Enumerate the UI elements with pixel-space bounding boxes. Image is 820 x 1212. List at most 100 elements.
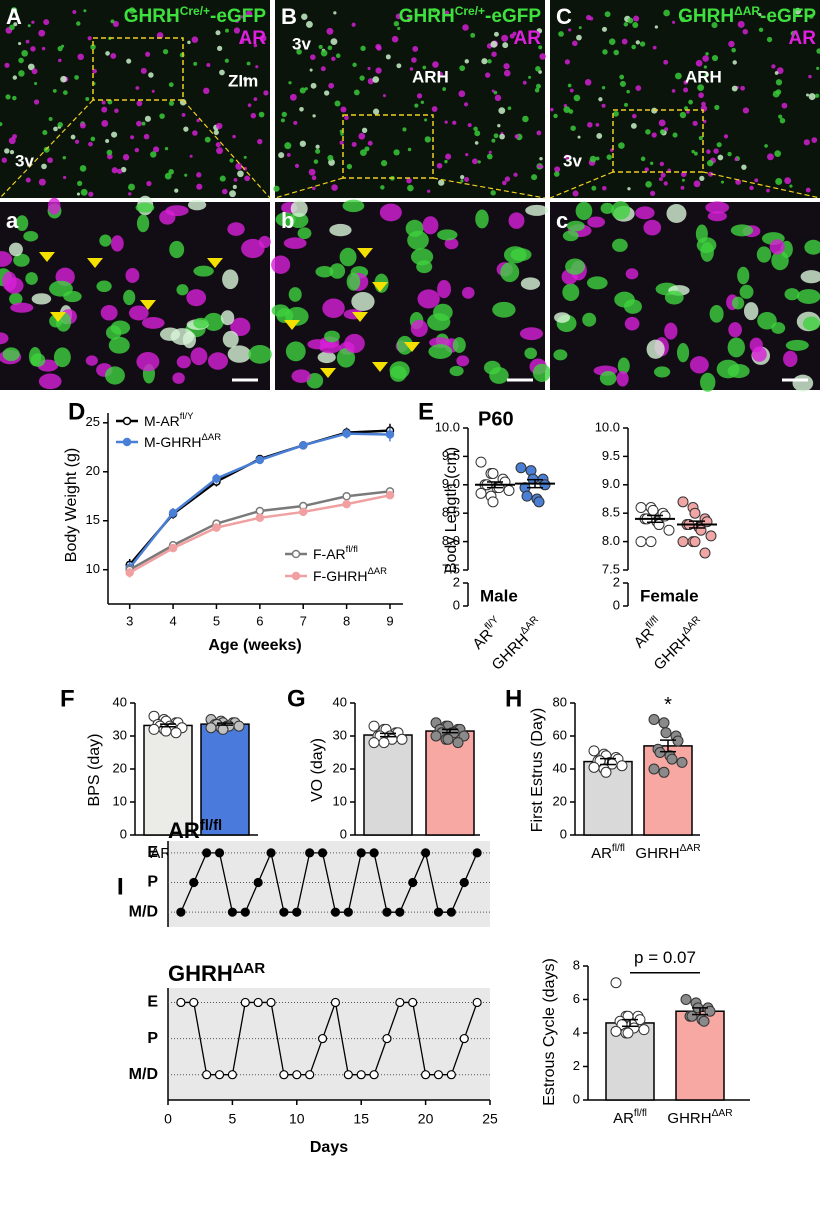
cell	[219, 175, 226, 182]
region-label: ARH	[685, 67, 722, 86]
cell	[196, 183, 203, 190]
data-point	[421, 848, 431, 858]
data-point	[487, 496, 499, 508]
x-tick-label: ARfl/fl	[613, 1108, 647, 1127]
cell	[452, 337, 466, 353]
cell	[297, 227, 312, 240]
cell	[235, 162, 243, 170]
cell	[47, 157, 53, 164]
x-tick-label: 0	[164, 1111, 172, 1127]
cell	[259, 34, 267, 42]
cell	[141, 316, 165, 329]
cell	[317, 351, 336, 364]
y-tick-label: 2	[573, 1058, 580, 1073]
cell	[128, 192, 132, 196]
cell	[503, 69, 511, 77]
cell	[758, 13, 762, 17]
cell	[244, 175, 251, 182]
cell	[229, 190, 236, 198]
y-tick-label: 8.0	[442, 533, 460, 548]
data-point	[202, 1070, 212, 1080]
cell	[342, 199, 365, 213]
cell	[145, 51, 151, 57]
cell	[772, 90, 780, 98]
y-tick-label: 0	[560, 826, 567, 841]
cell	[18, 57, 24, 64]
cell	[781, 102, 788, 109]
cell	[62, 156, 67, 160]
cell	[686, 110, 690, 114]
cell	[43, 19, 50, 26]
y-tick-label: P	[147, 1030, 158, 1047]
cell	[312, 186, 316, 191]
cell	[452, 120, 457, 125]
y-tick-label: 10	[113, 793, 127, 808]
cell	[534, 87, 540, 93]
cell	[255, 65, 259, 69]
cell	[487, 59, 492, 64]
cell	[663, 9, 670, 17]
y-tick-label: E	[147, 844, 158, 861]
cell	[222, 330, 239, 348]
cell	[432, 8, 437, 13]
cell	[4, 148, 10, 154]
cell	[352, 62, 357, 68]
cell	[663, 59, 669, 65]
cell	[190, 347, 208, 366]
cell	[703, 65, 707, 69]
x-tick-label: ARfl/fl	[629, 614, 667, 652]
cell	[596, 132, 603, 139]
cell	[705, 201, 730, 214]
cell	[697, 84, 705, 92]
data-point	[459, 1033, 469, 1044]
cell	[492, 301, 516, 318]
image-stain: AR	[789, 28, 817, 49]
cell	[324, 330, 340, 343]
cell	[111, 131, 118, 138]
cell	[683, 87, 689, 93]
cell	[796, 289, 820, 304]
cell	[627, 187, 631, 191]
cell	[789, 184, 793, 188]
cell	[409, 67, 414, 71]
cell	[227, 345, 252, 363]
cell	[358, 132, 366, 140]
cell	[474, 141, 479, 145]
cell	[794, 7, 802, 15]
cell	[437, 280, 452, 299]
panel-letter: F	[60, 685, 75, 712]
cell	[727, 151, 732, 157]
cell	[74, 139, 80, 144]
data-point	[660, 727, 672, 739]
cell	[301, 13, 308, 20]
cell	[351, 22, 356, 27]
cell	[706, 149, 711, 154]
cell	[754, 178, 759, 183]
x-tick-label: 10	[289, 1111, 305, 1127]
cell	[2, 347, 20, 362]
cell	[621, 38, 628, 45]
cell	[461, 286, 475, 299]
cell	[216, 45, 223, 52]
cell	[576, 34, 582, 41]
image-title-main: GHRH	[124, 6, 180, 27]
cell	[456, 355, 470, 367]
cell	[659, 161, 665, 167]
cell	[460, 179, 464, 183]
data-point	[686, 1010, 698, 1022]
data-point	[698, 1015, 710, 1027]
cell	[540, 165, 544, 169]
cell	[553, 171, 560, 177]
cell	[380, 160, 388, 167]
data-point	[645, 536, 657, 548]
cell	[162, 48, 169, 55]
cell	[33, 99, 40, 105]
image-title-sup: Cre/+	[455, 4, 485, 18]
cell	[99, 234, 112, 247]
cell	[233, 27, 241, 34]
data-point	[253, 877, 263, 888]
x-tick-label-main: AR	[150, 845, 171, 862]
cell	[758, 27, 764, 33]
data-point	[279, 1070, 289, 1080]
cell	[246, 61, 251, 66]
